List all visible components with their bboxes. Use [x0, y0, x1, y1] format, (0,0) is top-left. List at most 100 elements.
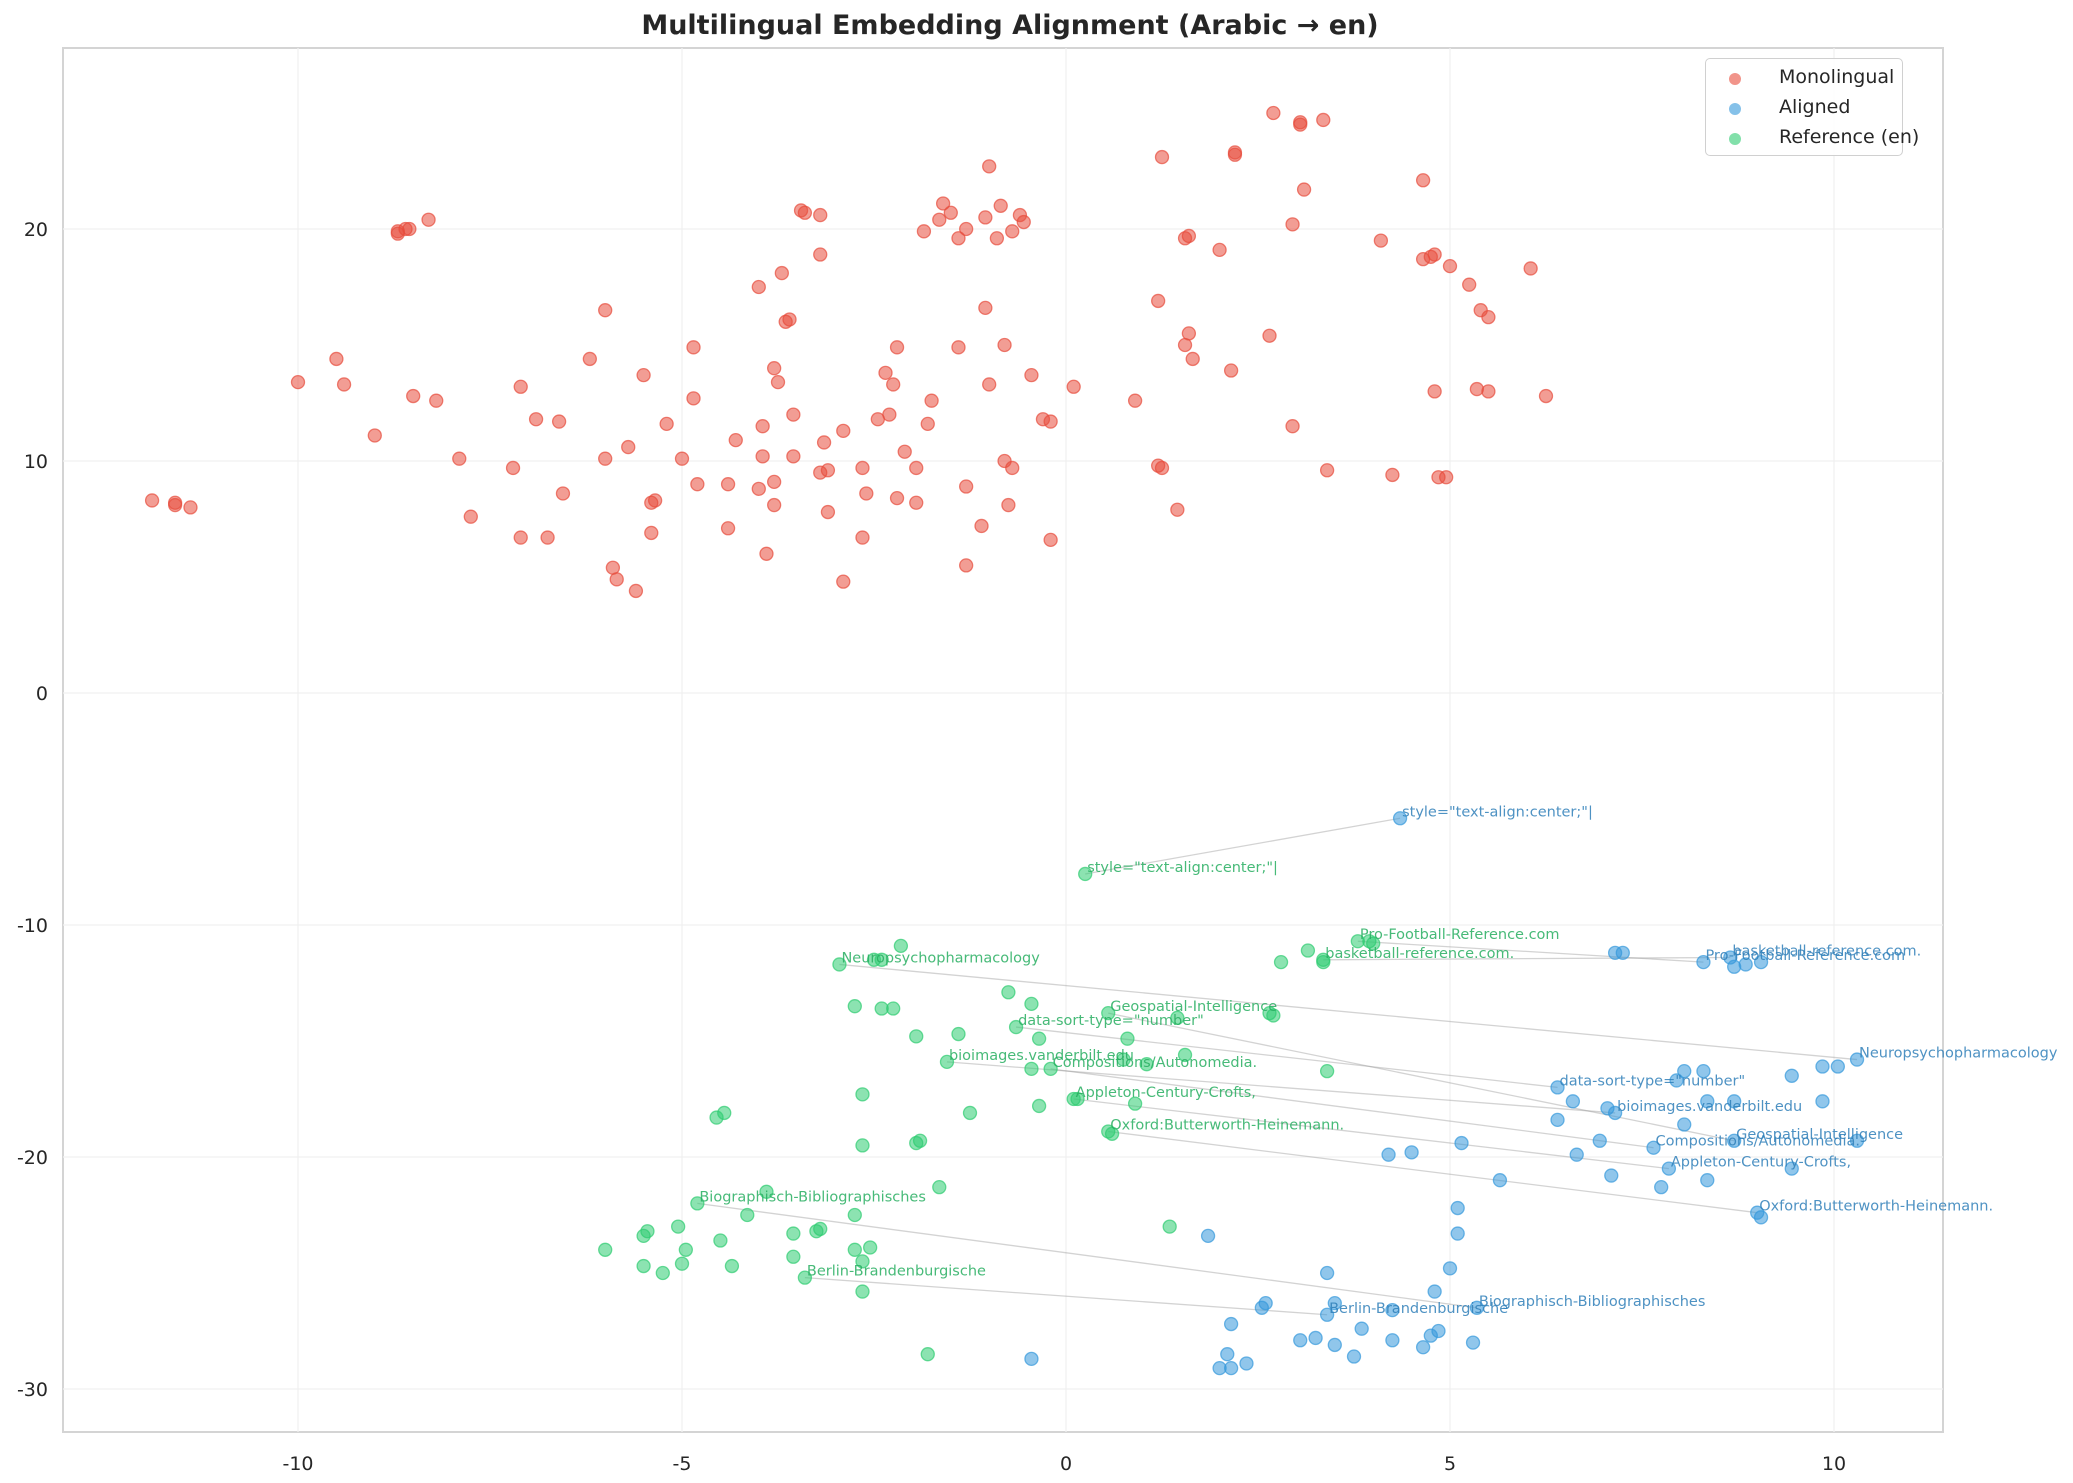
alignment-lines	[697, 817, 1858, 1316]
alignment-line	[1085, 817, 1401, 875]
point-annotation-label: Berlin-Brandenburgische	[1329, 1301, 1508, 1317]
point-aligned	[1327, 1337, 1342, 1353]
point-monolingual	[367, 428, 382, 443]
point-reference-en	[786, 1249, 801, 1264]
point-monolingual	[820, 463, 836, 478]
point-monolingual	[421, 212, 436, 227]
data-points	[144, 105, 1865, 1376]
point-monolingual	[978, 210, 993, 225]
x-tick-label: 5	[1444, 1453, 1456, 1475]
alignment-line	[697, 1202, 1477, 1309]
point-reference-en	[874, 952, 889, 967]
point-monolingual	[797, 205, 813, 220]
point-monolingual	[429, 393, 444, 408]
legend-item-reference: Reference (en)	[1706, 125, 1919, 155]
point-monolingual	[759, 546, 774, 561]
y-tick-label: -10	[17, 915, 48, 937]
point-monolingual	[755, 449, 770, 464]
point-monolingual	[1481, 310, 1496, 325]
point-monolingual	[989, 231, 1005, 246]
alignment-line	[1016, 1026, 1558, 1089]
point-annotation-label: bioimages.vanderbilt.edu	[1617, 1099, 1802, 1115]
point-monolingual	[1024, 368, 1039, 383]
point-monolingual	[751, 481, 766, 496]
point-monolingual	[897, 444, 912, 459]
point-aligned	[1239, 1356, 1254, 1371]
point-annotation-label: Biographisch-Bibliographisches	[1479, 1294, 1706, 1310]
point-reference-en	[939, 1054, 955, 1070]
point-annotation-label: Geospatial-Intelligence	[1110, 999, 1277, 1015]
point-aligned	[1465, 1335, 1481, 1350]
point-aligned	[1753, 954, 1769, 970]
point-monolingual	[728, 432, 743, 448]
point-annotation-label: Neuropsychopharmacology	[1859, 1046, 2058, 1062]
point-reference-en	[1300, 943, 1316, 958]
point-reference-en	[1139, 1057, 1154, 1072]
point-aligned	[1727, 1094, 1742, 1109]
point-aligned	[1415, 1340, 1431, 1355]
point-monolingual	[144, 493, 160, 508]
point-reference-en	[920, 1347, 935, 1362]
point-reference-en	[893, 938, 909, 954]
point-aligned	[1220, 1347, 1235, 1362]
point-aligned	[1223, 1360, 1239, 1376]
point-monolingual	[959, 558, 974, 573]
point-reference-en	[1177, 1047, 1193, 1063]
point-reference-en	[1078, 866, 1093, 882]
point-aligned	[1830, 1059, 1845, 1074]
point-annotation-label: bioimages.vanderbilt.edu	[949, 1048, 1134, 1064]
point-reference-en	[797, 1270, 813, 1285]
point-monolingual	[920, 416, 935, 432]
point-monolingual	[647, 493, 663, 508]
point-annotation-label: style="text-align:center;"|	[1087, 860, 1278, 876]
point-monolingual	[1319, 463, 1335, 478]
point-annotation-label: Appleton-Century-Crofts,	[1671, 1155, 1851, 1171]
point-monolingual	[463, 509, 478, 524]
point-monolingual	[855, 460, 870, 476]
point-aligned	[1849, 1052, 1865, 1067]
point-aligned	[1615, 945, 1630, 960]
alignment-line	[1323, 956, 1731, 961]
point-reference-en	[636, 1258, 651, 1274]
point-monolingual	[183, 500, 198, 515]
point-aligned	[1677, 1064, 1692, 1079]
point-reference-en	[759, 1184, 774, 1199]
point-reference-en	[1001, 985, 1016, 1000]
point-annotation-label: basketball-reference.com.	[1325, 946, 1514, 962]
point-reference-en	[1316, 954, 1331, 970]
point-monolingual	[974, 518, 989, 534]
point-monolingual	[674, 451, 690, 466]
point-monolingual	[774, 265, 789, 281]
point-monolingual	[636, 368, 651, 383]
point-aligned	[1024, 1351, 1039, 1366]
point-monolingual	[959, 479, 974, 494]
legend-marker-icon	[1729, 103, 1741, 115]
point-monolingual	[686, 340, 701, 355]
point-aligned	[1346, 1349, 1362, 1364]
point-monolingual	[402, 221, 417, 237]
point-monolingual	[505, 460, 521, 476]
point-aligned	[1646, 1140, 1661, 1155]
point-monolingual	[1043, 414, 1058, 429]
point-monolingual	[528, 412, 544, 427]
point-monolingual	[813, 247, 828, 262]
point-reference-en	[886, 1001, 901, 1016]
y-tick-label: 20	[24, 219, 48, 241]
point-monolingual	[582, 351, 597, 367]
point-reference-en	[1031, 1031, 1047, 1046]
point-aligned	[1423, 1328, 1438, 1343]
point-aligned	[1469, 1300, 1485, 1315]
point-monolingual	[889, 340, 905, 355]
point-aligned	[1385, 1302, 1400, 1318]
point-aligned	[1492, 1173, 1508, 1188]
point-monolingual	[767, 361, 782, 376]
point-aligned	[1569, 1147, 1584, 1162]
point-reference-en	[1266, 1008, 1281, 1023]
alignment-line	[839, 963, 1858, 1061]
point-monolingual	[820, 504, 836, 520]
point-aligned	[1550, 1112, 1565, 1128]
legend-label: Aligned	[1779, 96, 1851, 118]
legend-item-aligned: Aligned	[1706, 95, 1902, 125]
y-tick-label: -30	[17, 1379, 48, 1401]
point-monolingual	[767, 497, 782, 513]
